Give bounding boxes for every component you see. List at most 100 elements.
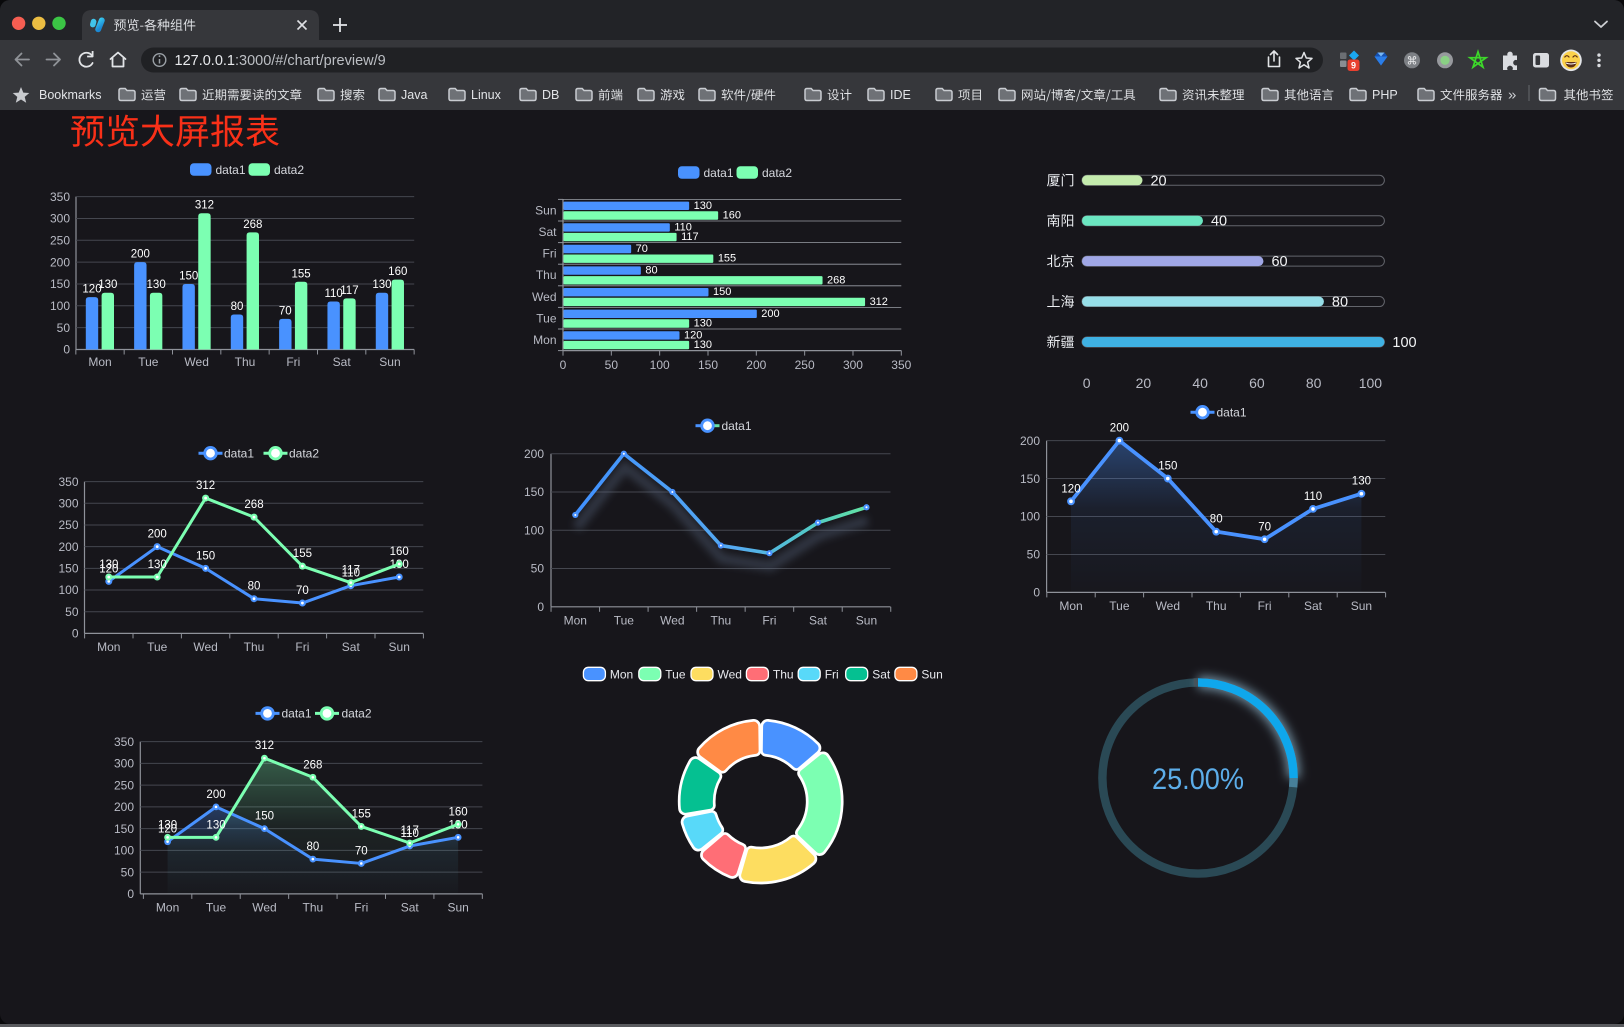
svg-text:150: 150	[1158, 461, 1177, 473]
svg-text:Thu: Thu	[1206, 599, 1227, 613]
svg-text:Thu: Thu	[773, 667, 794, 681]
svg-text:Fri: Fri	[354, 901, 368, 915]
svg-text:Mon: Mon	[533, 333, 556, 347]
svg-text:110: 110	[324, 288, 342, 300]
svg-text:Fri: Fri	[295, 640, 309, 654]
svg-text:200: 200	[131, 249, 150, 261]
svg-text:Mon: Mon	[156, 901, 179, 915]
svg-text:300: 300	[114, 757, 134, 771]
svg-text:150: 150	[255, 811, 274, 823]
svg-text:312: 312	[870, 296, 888, 308]
svg-text:100: 100	[650, 358, 670, 372]
svg-text:70: 70	[1258, 521, 1271, 533]
svg-text:120: 120	[158, 824, 177, 836]
svg-text:Wed: Wed	[1156, 599, 1180, 613]
svg-text:150: 150	[1020, 472, 1040, 486]
svg-text:120: 120	[82, 284, 101, 296]
svg-text:312: 312	[255, 740, 274, 752]
svg-text:9: 9	[1351, 61, 1356, 71]
svg-text:268: 268	[303, 759, 322, 771]
svg-text:100: 100	[58, 583, 78, 597]
svg-text:0: 0	[127, 887, 134, 901]
svg-text:data1: data1	[224, 447, 254, 461]
svg-text:data2: data2	[762, 166, 792, 180]
svg-text:0: 0	[537, 600, 544, 614]
svg-text:100: 100	[524, 523, 544, 537]
svg-text:Thu: Thu	[244, 640, 265, 654]
svg-text:120: 120	[99, 563, 118, 575]
svg-text:130: 130	[158, 819, 177, 831]
svg-text:117: 117	[401, 825, 419, 837]
svg-text:120: 120	[1061, 483, 1080, 495]
svg-text:200: 200	[1110, 423, 1129, 435]
svg-text:Mon: Mon	[88, 355, 111, 369]
svg-text:250: 250	[58, 518, 78, 532]
svg-text:40: 40	[1192, 375, 1208, 391]
svg-text:70: 70	[636, 243, 648, 255]
svg-text:data1: data1	[282, 707, 312, 721]
svg-text:Tue: Tue	[1109, 599, 1130, 613]
svg-text:150: 150	[50, 277, 70, 291]
svg-text:100: 100	[1020, 510, 1040, 524]
svg-text:Mon: Mon	[1059, 599, 1082, 613]
svg-text:110: 110	[1304, 491, 1322, 503]
svg-text:data2: data2	[289, 447, 319, 461]
svg-text:Sat: Sat	[401, 901, 420, 915]
svg-text:Tue: Tue	[138, 355, 159, 369]
svg-text:80: 80	[1306, 375, 1322, 391]
svg-text:25.00%: 25.00%	[1152, 763, 1244, 796]
svg-text:130: 130	[1352, 476, 1371, 488]
svg-text:80: 80	[1210, 514, 1223, 526]
svg-text:Thu: Thu	[303, 901, 324, 915]
svg-text:350: 350	[58, 475, 78, 489]
svg-text:60: 60	[1271, 254, 1287, 270]
svg-text:130: 130	[147, 279, 166, 291]
svg-text:155: 155	[352, 808, 371, 820]
svg-text:80: 80	[248, 581, 261, 593]
svg-text:350: 350	[50, 190, 70, 204]
svg-text:Tue: Tue	[206, 901, 227, 915]
svg-text:Fri: Fri	[543, 247, 557, 261]
svg-text:160: 160	[723, 210, 741, 222]
svg-text:Sun: Sun	[535, 203, 556, 217]
svg-text:200: 200	[1020, 434, 1040, 448]
svg-text:50: 50	[65, 605, 79, 619]
svg-text:Fri: Fri	[286, 355, 300, 369]
svg-text:Tue: Tue	[147, 640, 168, 654]
svg-text:80: 80	[231, 301, 244, 313]
svg-text:150: 150	[524, 485, 544, 499]
svg-text:Linux: Linux	[471, 88, 502, 102]
svg-text:Sun: Sun	[447, 901, 468, 915]
svg-text:130: 130	[98, 279, 117, 291]
svg-text:Wed: Wed	[252, 901, 276, 915]
svg-text:50: 50	[1027, 548, 1041, 562]
svg-text:100: 100	[1392, 335, 1416, 351]
svg-text:Mon: Mon	[610, 667, 633, 681]
svg-text:150: 150	[114, 822, 134, 836]
svg-text:200: 200	[58, 540, 78, 554]
svg-text:268: 268	[244, 499, 263, 511]
svg-text:130: 130	[694, 318, 712, 330]
svg-text:127.0.0.1:3000/#/chart/preview: 127.0.0.1:3000/#/chart/preview/9	[175, 53, 386, 69]
svg-text:150: 150	[698, 358, 718, 372]
svg-text:50: 50	[605, 358, 619, 372]
svg-text:200: 200	[524, 447, 544, 461]
svg-text:Mon: Mon	[97, 640, 120, 654]
svg-text:200: 200	[206, 789, 225, 801]
svg-text:150: 150	[196, 550, 215, 562]
svg-text:80: 80	[306, 841, 319, 853]
svg-text:50: 50	[121, 865, 135, 879]
svg-text:155: 155	[293, 548, 312, 560]
svg-text:250: 250	[795, 358, 815, 372]
svg-text:300: 300	[58, 496, 78, 510]
svg-text:Thu: Thu	[536, 268, 557, 282]
svg-text:Sat: Sat	[342, 640, 361, 654]
svg-text:20: 20	[1136, 375, 1152, 391]
svg-text:Bookmarks: Bookmarks	[39, 88, 102, 102]
svg-text:200: 200	[148, 529, 167, 541]
svg-text:Sun: Sun	[1351, 599, 1372, 613]
svg-text:80: 80	[1332, 295, 1348, 311]
svg-text:Sun: Sun	[389, 640, 410, 654]
svg-text:Thu: Thu	[711, 614, 732, 628]
svg-text:117: 117	[342, 565, 360, 577]
